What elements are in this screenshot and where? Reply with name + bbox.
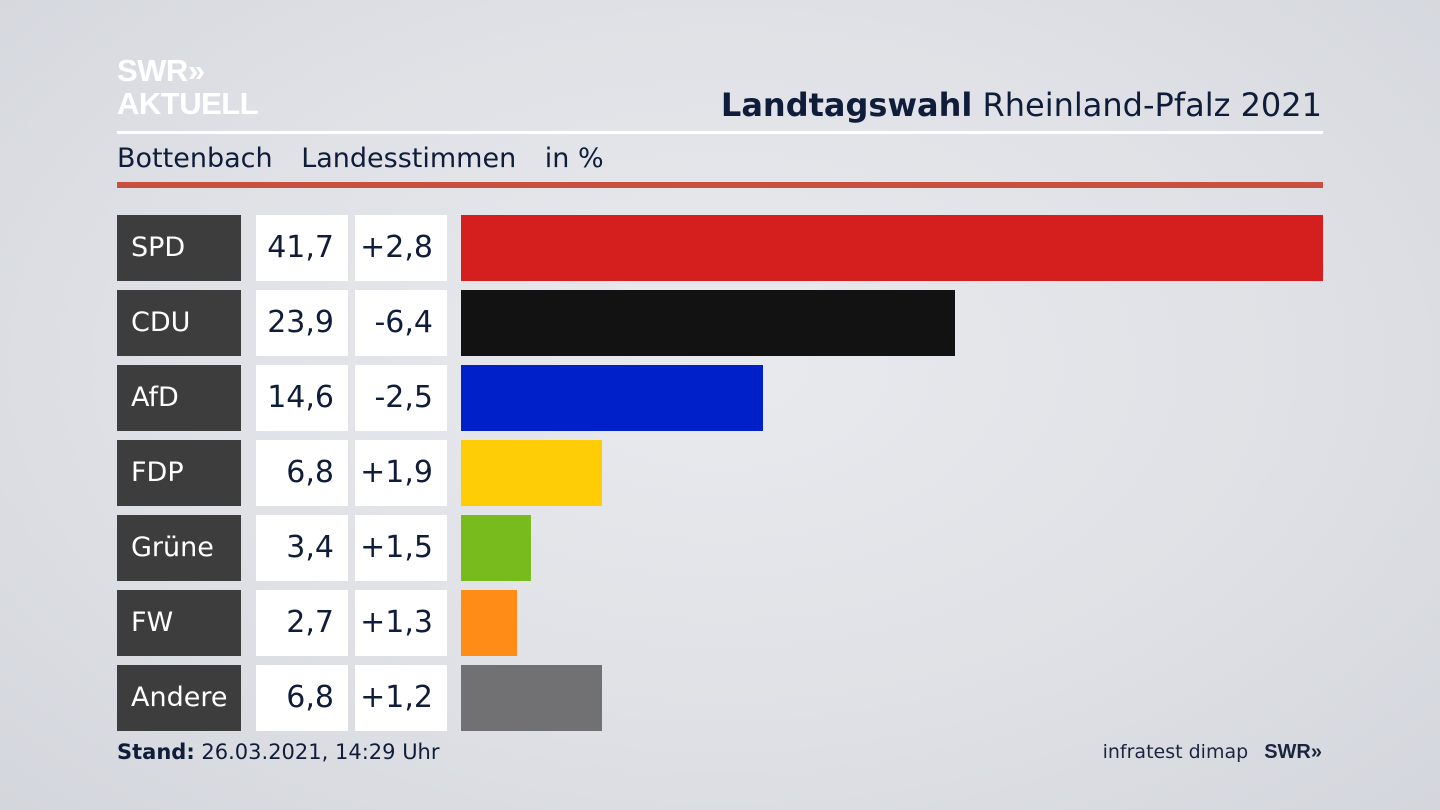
- subtitle-place: Bottenbach: [117, 143, 273, 174]
- party-label: Andere: [117, 665, 241, 731]
- vote-share-value: 6,8: [256, 440, 348, 506]
- vote-change-value: -6,4: [355, 290, 447, 356]
- vote-share-value: 41,7: [256, 215, 348, 281]
- chart-row: Andere 6,8 +1,2: [117, 665, 1323, 731]
- vote-share-value: 2,7: [256, 590, 348, 656]
- vote-share-value: 3,4: [256, 515, 348, 581]
- logo-line-1: SWR»: [117, 53, 205, 88]
- party-label: CDU: [117, 290, 241, 356]
- chart-row: AfD 14,6 -2,5: [117, 365, 1323, 431]
- title-rest: Rheinland-Pfalz 2021: [982, 86, 1322, 124]
- stand-value: 26.03.2021, 14:29 Uhr: [201, 740, 440, 764]
- bar-cdu: [461, 290, 955, 356]
- chart-row: Grüne 3,4 +1,5: [117, 515, 1323, 581]
- party-label: FDP: [117, 440, 241, 506]
- chart-row: CDU 23,9 -6,4: [117, 290, 1323, 356]
- vote-change-value: +1,9: [355, 440, 447, 506]
- bar-gr-ne: [461, 515, 531, 581]
- swr-logo-small: SWR»: [1264, 741, 1322, 763]
- chart-row: FDP 6,8 +1,9: [117, 440, 1323, 506]
- footer-stand: Stand: 26.03.2021, 14:29 Uhr: [117, 740, 440, 764]
- vote-change-value: +1,5: [355, 515, 447, 581]
- subtitle-unit: in %: [544, 143, 604, 174]
- logo-line-2: AKTUELL: [117, 86, 259, 121]
- bar-fdp: [461, 440, 602, 506]
- source-name: infratest dimap: [1102, 741, 1249, 763]
- vote-change-value: -2,5: [355, 365, 447, 431]
- vote-change-value: +1,3: [355, 590, 447, 656]
- source-credit: infratest dimap SWR»: [1103, 741, 1322, 764]
- bar-spd: [461, 215, 1323, 281]
- swr-aktuell-logo: SWR» AKTUELL: [117, 53, 259, 121]
- vote-share-value: 6,8: [256, 665, 348, 731]
- vote-share-value: 23,9: [256, 290, 348, 356]
- vote-change-value: +1,2: [355, 665, 447, 731]
- party-label: FW: [117, 590, 241, 656]
- accent-divider: [117, 182, 1323, 188]
- page-title: Landtagswahl Rheinland-Pfalz 2021: [721, 86, 1322, 124]
- stand-label: Stand:: [117, 740, 195, 764]
- subtitle: Bottenbach Landesstimmen in %: [117, 143, 624, 174]
- bar-fw: [461, 590, 517, 656]
- bar-afd: [461, 365, 763, 431]
- title-bold: Landtagswahl: [720, 86, 973, 124]
- subtitle-type: Landesstimmen: [301, 143, 517, 174]
- chart-row: SPD 41,7 +2,8: [117, 215, 1323, 281]
- party-label: SPD: [117, 215, 241, 281]
- vote-share-value: 14,6: [256, 365, 348, 431]
- header-divider: [117, 131, 1323, 134]
- party-label: AfD: [117, 365, 241, 431]
- chart-row: FW 2,7 +1,3: [117, 590, 1323, 656]
- bar-andere: [461, 665, 602, 731]
- party-label: Grüne: [117, 515, 241, 581]
- vote-change-value: +2,8: [355, 215, 447, 281]
